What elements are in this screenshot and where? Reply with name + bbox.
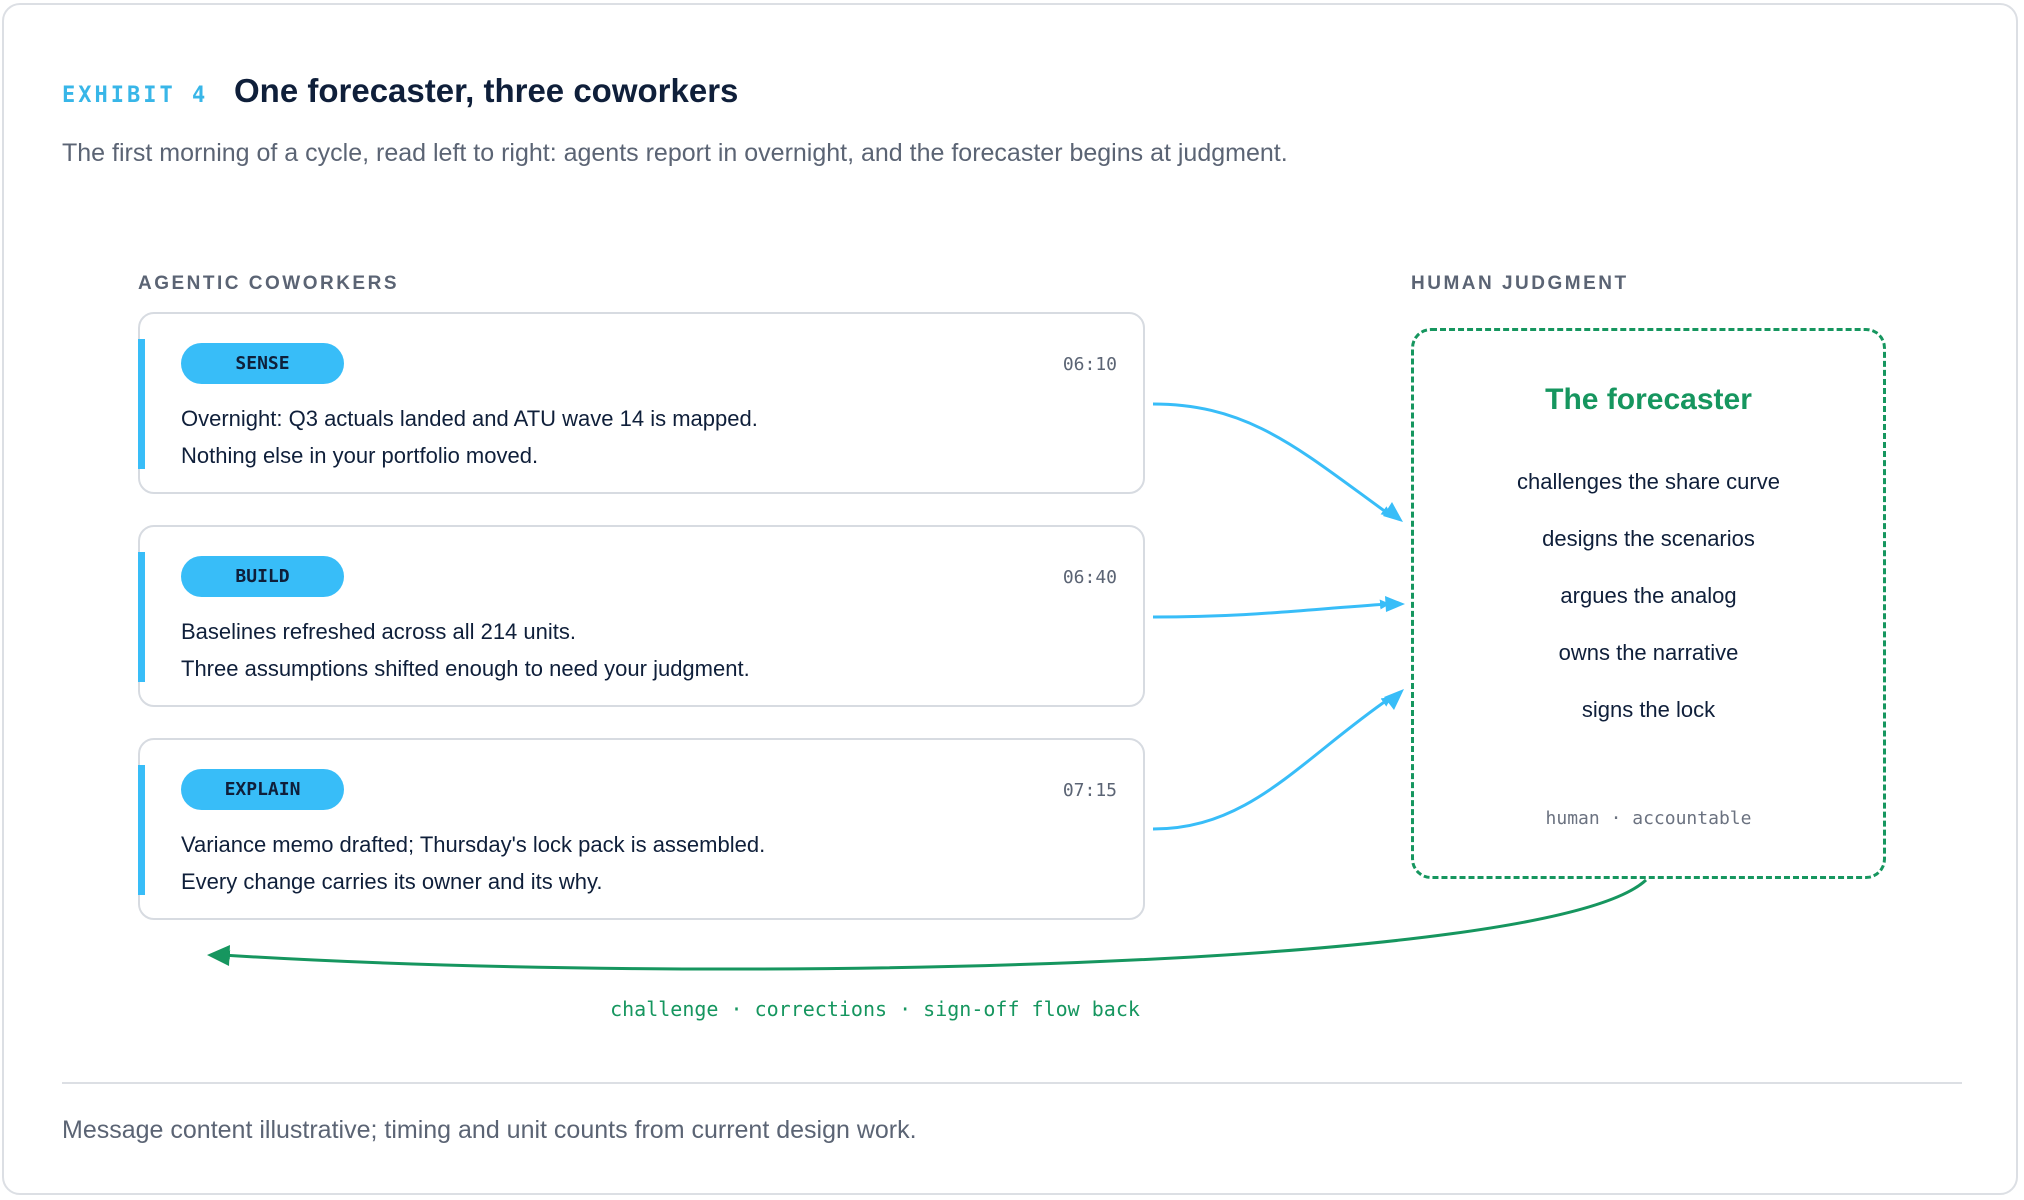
- frame: [2, 3, 2018, 1195]
- arrow: [1152, 402, 1392, 517]
- message-line: Overnight: Q3 actuals landed and ATU wav…: [181, 406, 758, 431]
- timestamp: 07:15: [1062, 780, 1117, 801]
- message-line: Variance memo drafted; Thursday's lock p…: [181, 832, 766, 857]
- agent-card: SENSE 06:10 Overnight: Q3 actuals landed a…: [138, 312, 1145, 494]
- forecaster-box: [1411, 328, 1886, 879]
- section-label: AGENTIC COWORKERS: [138, 273, 399, 294]
- accent-bar: [138, 552, 145, 682]
- arrowhead: [1383, 502, 1403, 522]
- accent-bar: [138, 339, 145, 469]
- duty: challenges the share curve: [1517, 469, 1780, 494]
- arrowhead: [207, 945, 230, 966]
- duty: designs the scenarios: [1542, 526, 1755, 551]
- forecaster-title: The forecaster: [1545, 383, 1752, 416]
- arrow: [1152, 696, 1392, 831]
- message-line: Every change carries its owner and its w…: [181, 869, 603, 894]
- arrow: [1152, 599, 1390, 619]
- message-line: Baselines refreshed across all 214 units…: [181, 619, 576, 644]
- accent-bar: [138, 765, 145, 895]
- section-label: HUMAN JUDGMENT: [1411, 273, 1629, 294]
- message-line: Nothing else in your portfolio moved.: [181, 443, 539, 468]
- duty: signs the lock: [1581, 697, 1716, 722]
- arrowhead: [1384, 689, 1404, 710]
- forecaster-footer: human · accountable: [1545, 808, 1752, 829]
- agent-tag: BUILD: [181, 556, 344, 597]
- title: One forecaster, three coworkers: [234, 72, 739, 109]
- exhibit-label: EXHIBIT 4: [62, 83, 209, 108]
- agent-card: EXPLAIN 07:15 Variance memo drafted; Thurs…: [138, 738, 1145, 920]
- message-line: Three assumptions shifted enough to need…: [181, 656, 750, 681]
- duty: owns the narrative: [1558, 640, 1739, 665]
- feedback-arrow: [220, 878, 1648, 971]
- subtitle: The first morning of a cycle, read left …: [62, 139, 1288, 167]
- arrowhead: [1385, 596, 1405, 612]
- agent-tag: SENSE: [181, 343, 344, 384]
- feedback-label: challenge · corrections · sign-off flow …: [610, 997, 1140, 1021]
- divider: [62, 1082, 1962, 1084]
- duty: argues the analog: [1560, 583, 1737, 608]
- timestamp: 06:10: [1062, 354, 1117, 375]
- timestamp: 06:40: [1062, 567, 1117, 588]
- footnote: Message content illustrative; timing and…: [62, 1116, 917, 1144]
- agent-tag: EXPLAIN: [181, 769, 344, 810]
- agent-card: BUILD 06:40 Baselines refreshed across all…: [138, 525, 1145, 707]
